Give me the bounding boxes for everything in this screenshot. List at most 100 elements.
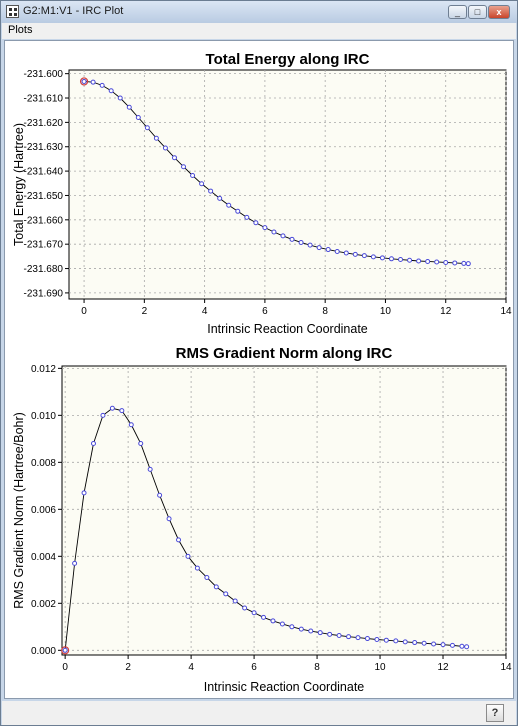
data-point[interactable] — [109, 405, 115, 411]
data-point[interactable] — [383, 637, 389, 643]
data-point[interactable] — [117, 95, 123, 101]
data-point[interactable] — [434, 259, 440, 265]
data-point[interactable] — [346, 634, 352, 640]
data-point[interactable] — [452, 260, 458, 266]
data-point[interactable] — [327, 631, 333, 637]
data-point[interactable] — [374, 636, 380, 642]
y-tick-label: -231.690 — [24, 288, 64, 299]
data-point[interactable] — [144, 125, 150, 131]
data-point[interactable] — [316, 245, 322, 251]
data-point[interactable] — [262, 225, 268, 231]
data-point[interactable] — [449, 642, 455, 648]
data-point[interactable] — [235, 208, 241, 214]
data-point[interactable] — [364, 636, 370, 642]
data-point[interactable] — [464, 644, 470, 650]
data-point[interactable] — [62, 647, 68, 653]
data-point[interactable] — [289, 236, 295, 242]
data-point[interactable] — [343, 250, 349, 256]
title-bar[interactable]: G2:M1:V1 - IRC Plot _ □ x — [1, 1, 517, 23]
data-point[interactable] — [208, 188, 214, 194]
x-tick-label: 2 — [125, 662, 131, 673]
data-point[interactable] — [232, 598, 238, 604]
data-point[interactable] — [176, 537, 182, 543]
data-point[interactable] — [431, 641, 437, 647]
data-point[interactable] — [81, 78, 87, 84]
data-point[interactable] — [398, 257, 404, 263]
data-point[interactable] — [416, 258, 422, 264]
data-point[interactable] — [334, 248, 340, 254]
data-point[interactable] — [166, 516, 172, 522]
data-point[interactable] — [99, 82, 105, 88]
data-point[interactable] — [298, 239, 304, 245]
data-point[interactable] — [280, 233, 286, 239]
data-point[interactable] — [138, 441, 144, 447]
menu-plots[interactable]: Plots — [8, 24, 33, 36]
data-point[interactable] — [251, 610, 257, 616]
data-point[interactable] — [223, 591, 229, 597]
data-point[interactable] — [242, 605, 248, 611]
data-point[interactable] — [393, 638, 399, 644]
data-point[interactable] — [244, 214, 250, 220]
data-point[interactable] — [226, 202, 232, 208]
data-point[interactable] — [171, 155, 177, 161]
data-point[interactable] — [407, 257, 413, 263]
data-point[interactable] — [90, 79, 96, 85]
data-point[interactable] — [465, 261, 471, 267]
data-point[interactable] — [379, 255, 385, 261]
data-point[interactable] — [128, 422, 134, 428]
data-point[interactable] — [199, 181, 205, 187]
data-point[interactable] — [425, 258, 431, 264]
data-point[interactable] — [204, 574, 210, 580]
data-point[interactable] — [388, 256, 394, 262]
data-point[interactable] — [126, 104, 132, 110]
data-point[interactable] — [194, 565, 200, 571]
data-point[interactable] — [336, 632, 342, 638]
data-point[interactable] — [217, 195, 223, 201]
data-point[interactable] — [421, 640, 427, 646]
data-point[interactable] — [153, 135, 159, 141]
data-point[interactable] — [459, 643, 465, 649]
data-point[interactable] — [270, 618, 276, 624]
data-point[interactable] — [440, 642, 446, 648]
data-point[interactable] — [325, 247, 331, 253]
data-point[interactable] — [157, 492, 163, 498]
data-point[interactable] — [72, 560, 78, 566]
close-button[interactable]: x — [488, 5, 510, 19]
data-point[interactable] — [443, 259, 449, 265]
data-point[interactable] — [100, 412, 106, 418]
data-point[interactable] — [317, 630, 323, 636]
data-point[interactable] — [308, 628, 314, 634]
y-tick-label: 0.008 — [31, 458, 56, 469]
x-tick-label: 10 — [380, 306, 392, 317]
help-icon[interactable]: ? — [486, 704, 504, 722]
data-point[interactable] — [81, 490, 87, 496]
data-point[interactable] — [352, 251, 358, 257]
data-point[interactable] — [402, 639, 408, 645]
data-point[interactable] — [355, 635, 361, 641]
start-point-marker[interactable] — [79, 77, 89, 86]
data-point[interactable] — [261, 614, 267, 620]
data-point[interactable] — [108, 88, 114, 94]
data-point[interactable] — [162, 145, 168, 151]
data-point[interactable] — [190, 172, 196, 178]
data-point[interactable] — [289, 624, 295, 630]
data-point[interactable] — [181, 164, 187, 170]
data-point[interactable] — [279, 621, 285, 627]
data-point[interactable] — [298, 626, 304, 632]
data-point[interactable] — [412, 640, 418, 646]
data-point[interactable] — [147, 466, 153, 472]
data-point[interactable] — [370, 254, 376, 260]
data-point[interactable] — [253, 220, 259, 226]
data-point[interactable] — [185, 553, 191, 559]
data-point[interactable] — [461, 260, 467, 266]
data-point[interactable] — [90, 441, 96, 447]
minimize-button[interactable]: _ — [448, 5, 467, 19]
data-point[interactable] — [119, 408, 125, 414]
data-point[interactable] — [307, 242, 313, 248]
maximize-button[interactable]: □ — [468, 5, 487, 19]
data-point[interactable] — [213, 584, 219, 590]
data-point[interactable] — [361, 253, 367, 259]
start-point-marker[interactable] — [61, 646, 70, 655]
data-point[interactable] — [271, 229, 277, 235]
data-point[interactable] — [135, 115, 141, 121]
